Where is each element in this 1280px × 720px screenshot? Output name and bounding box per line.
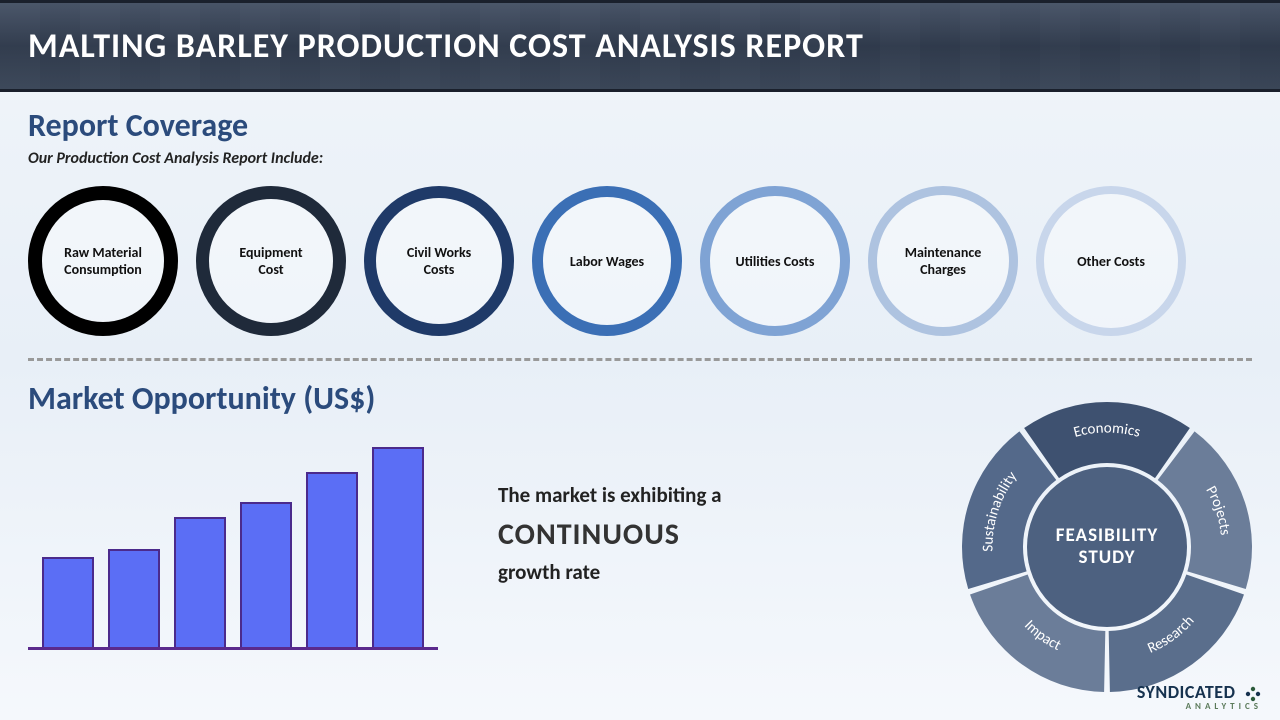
market-text-column: The market is exhibiting a CONTINUOUS gr… xyxy=(498,422,828,588)
report-coverage-heading: Report Coverage xyxy=(28,106,1252,145)
bar xyxy=(42,557,94,647)
coverage-circle: Equipment Cost xyxy=(196,186,346,336)
chart-column xyxy=(28,422,468,650)
bar xyxy=(174,517,226,647)
market-text-big: CONTINUOUS xyxy=(498,516,828,553)
page-title: MALTING BARLEY PRODUCTION COST ANALYSIS … xyxy=(28,26,864,67)
x-axis xyxy=(28,647,438,650)
coverage-circle: Other Costs xyxy=(1036,186,1186,336)
brand-logo: SYNDICATED ANALYTICS xyxy=(1137,681,1262,712)
bar xyxy=(372,447,424,647)
coverage-circle: Utilities Costs xyxy=(700,186,850,336)
bar xyxy=(108,549,160,647)
market-text-line2: growth rate xyxy=(498,557,828,589)
coverage-circle: Civil Works Costs xyxy=(364,186,514,336)
report-coverage-subheading: Our Production Cost Analysis Report Incl… xyxy=(28,149,1252,168)
bars-container xyxy=(42,447,424,647)
feasibility-wheel: EconomicsProjectsResearchImpactSustainab… xyxy=(952,392,1262,702)
bar xyxy=(306,472,358,647)
coverage-circles-row: Raw Material ConsumptionEquipment CostCi… xyxy=(28,186,1252,336)
lower-row: The market is exhibiting a CONTINUOUS gr… xyxy=(28,422,1252,650)
content-area: Report Coverage Our Production Cost Anal… xyxy=(0,92,1280,650)
header-band: MALTING BARLEY PRODUCTION COST ANALYSIS … xyxy=(0,0,1280,92)
wheel-segment xyxy=(1024,402,1190,478)
market-text-line1: The market is exhibiting a xyxy=(498,480,828,512)
logo-icon xyxy=(1244,685,1262,703)
coverage-circle: Labor Wages xyxy=(532,186,682,336)
section-divider xyxy=(28,358,1252,361)
bar xyxy=(240,502,292,647)
wheel-center-label-1: FEASIBILITY xyxy=(1056,524,1159,547)
wheel-center-label-2: STUDY xyxy=(1079,546,1136,569)
bar-chart xyxy=(28,440,438,650)
coverage-circle: Maintenance Charges xyxy=(868,186,1018,336)
logo-main: SYNDICATED xyxy=(1137,681,1236,703)
coverage-circle: Raw Material Consumption xyxy=(28,186,178,336)
